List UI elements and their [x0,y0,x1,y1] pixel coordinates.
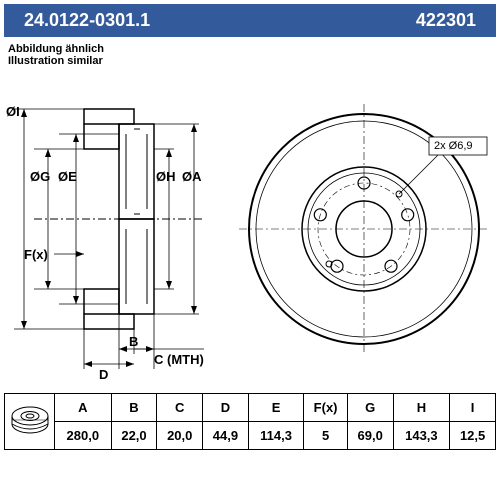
short-code: 422301 [416,10,476,31]
label-B: B [129,334,138,349]
val-G: 69,0 [347,422,393,450]
label-A: ØA [182,169,202,184]
val-F: 5 [304,422,348,450]
col-G: G [347,394,393,422]
label-D: D [99,367,108,382]
val-D: 44,9 [203,422,249,450]
part-number: 24.0122-0301.1 [24,10,150,31]
subtitle-line1: Abbildung ähnlich [8,43,500,55]
label-C: C (MTH) [154,352,204,367]
rotor-icon [8,398,52,442]
label-I: ØI [6,104,20,119]
header-bar: 24.0122-0301.1 422301 [4,4,496,37]
col-E: E [248,394,304,422]
label-F: F(x) [24,247,48,262]
val-I: 12,5 [450,422,496,450]
label-E: ØE [58,169,77,184]
val-C: 20,0 [157,422,203,450]
label-G: ØG [30,169,50,184]
table-header-row: A B C D E F(x) G H I [5,394,496,422]
val-H: 143,3 [393,422,450,450]
diagram-area: ØI ØG ØE ØH ØA F(x) D B C (MTH) [4,69,496,389]
table-value-row: 280,0 22,0 20,0 44,9 114,3 5 69,0 143,3 … [5,422,496,450]
val-A: 280,0 [55,422,112,450]
col-H: H [393,394,450,422]
pin-hole-callout: 2x Ø6,9 [434,140,473,152]
side-view-svg [4,79,224,379]
rotor-icon-cell [5,394,55,450]
col-D: D [203,394,249,422]
val-B: 22,0 [111,422,157,450]
col-F: F(x) [304,394,348,422]
front-view: 2x Ø6,9 [234,79,494,379]
col-B: B [111,394,157,422]
side-view: ØI ØG ØE ØH ØA F(x) D B C (MTH) [4,79,224,379]
col-A: A [55,394,112,422]
dimension-table: A B C D E F(x) G H I 280,0 22,0 20,0 44,… [4,393,496,450]
label-H: ØH [156,169,176,184]
subtitle-line2: Illustration similar [8,55,500,67]
col-I: I [450,394,496,422]
col-C: C [157,394,203,422]
subtitle: Abbildung ähnlich Illustration similar [0,41,500,69]
front-view-svg [234,79,494,379]
val-E: 114,3 [248,422,304,450]
